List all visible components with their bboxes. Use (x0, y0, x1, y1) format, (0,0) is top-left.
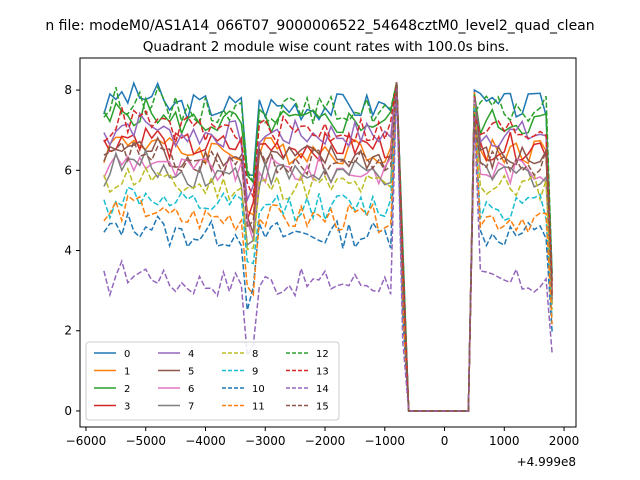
legend-label-7: 7 (188, 402, 194, 413)
figure-suptitle: n file: modeM0/AS1A14_066T07_9000006522_… (45, 18, 594, 34)
y-tick-label: 4 (64, 244, 72, 258)
plot-area-frame (79, 57, 577, 428)
legend-label-11: 11 (252, 402, 265, 413)
x-tick-label: −3000 (245, 434, 286, 448)
series-line-7 (103, 82, 553, 412)
y-tick-label: 6 (64, 163, 72, 177)
series-layer (103, 80, 553, 412)
x-tick-label: −1000 (364, 434, 405, 448)
chart-title: Quadrant 2 module wise count rates with … (143, 39, 509, 55)
series-line-15 (103, 82, 553, 412)
series-line-0 (103, 80, 553, 412)
legend-label-1: 1 (124, 367, 130, 378)
series-line-13 (103, 81, 553, 412)
legend-label-5: 5 (188, 367, 194, 378)
series-line-11 (103, 82, 553, 412)
y-tick-label: 8 (64, 83, 72, 97)
x-axis: −6000 −5000 −4000 −3000 −2000 −1000 0 1000 2000 (66, 427, 580, 448)
legend-label-12: 12 (316, 349, 329, 360)
legend-label-8: 8 (252, 349, 258, 360)
series-line-12 (103, 81, 553, 412)
x-tick-label: 1000 (489, 434, 520, 448)
x-tick-label: 0 (441, 434, 449, 448)
legend-label-0: 0 (124, 349, 130, 360)
legend-label-14: 14 (316, 384, 329, 395)
legend-label-6: 6 (188, 384, 194, 395)
legend-box (85, 341, 340, 421)
legend-label-2: 2 (124, 384, 130, 395)
x-tick-label: −6000 (66, 434, 107, 448)
legend-label-13: 13 (316, 367, 329, 378)
legend-label-3: 3 (124, 402, 130, 413)
x-tick-label: −2000 (305, 434, 346, 448)
series-line-14 (103, 82, 553, 412)
y-tick-label: 0 (64, 404, 72, 418)
x-tick-label: 2000 (549, 434, 580, 448)
legend-label-15: 15 (316, 402, 329, 413)
x-tick-label: −4000 (185, 434, 226, 448)
y-tick-label: 2 (64, 324, 72, 338)
x-offset-label: +4.999e8 (517, 455, 576, 469)
legend-label-9: 9 (252, 367, 258, 378)
x-tick-label: −5000 (125, 434, 166, 448)
legend-label-4: 4 (188, 349, 194, 360)
legend-label-10: 10 (252, 384, 265, 395)
y-axis: 0 2 4 6 8 (64, 83, 80, 418)
